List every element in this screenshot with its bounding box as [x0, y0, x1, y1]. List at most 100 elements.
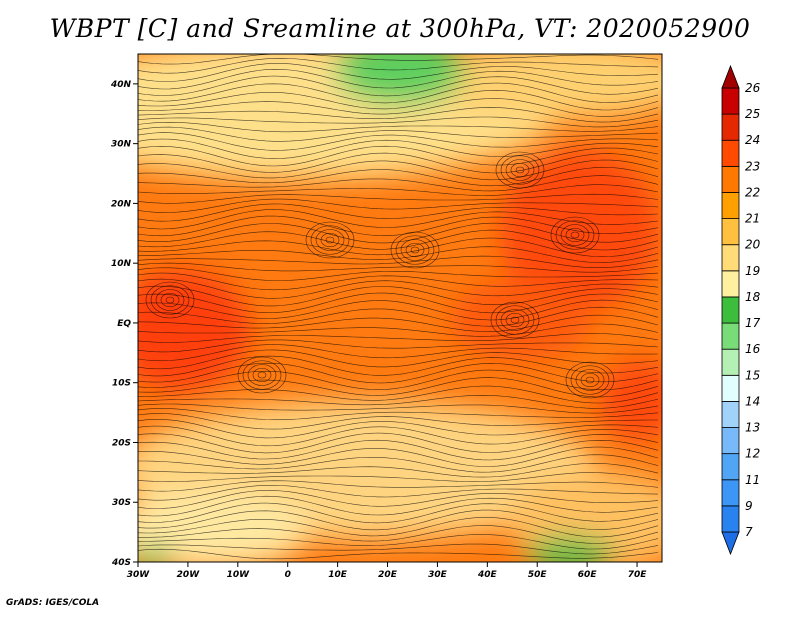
vortex-ring [575, 369, 605, 391]
streamline [138, 198, 659, 213]
field-north-east-mild [420, 54, 662, 120]
streamline [138, 159, 659, 181]
streamline [138, 369, 659, 391]
vortex-ring [252, 367, 272, 383]
streamline [138, 480, 659, 492]
streamline [138, 355, 659, 377]
lon-tick-label: 30W [127, 570, 151, 580]
colorbar: 7 9 11 12 13 14 15 16 17 18 19 20 21 22 23 24 25 26 [721, 64, 761, 556]
streamline [138, 82, 659, 104]
vortex-ring [155, 289, 185, 311]
vortex-ring [390, 231, 440, 269]
colorbar-label: 7 [745, 525, 753, 539]
lon-tick-label: 20W [177, 570, 201, 580]
vortex-ring [410, 246, 420, 254]
colorbar-label: 12 [745, 447, 760, 461]
vortex-ring [565, 361, 615, 399]
vortex-ring [550, 216, 600, 254]
colorbar-segment [721, 113, 740, 141]
vortex-ring [405, 242, 425, 258]
colorbar-segment [721, 453, 740, 481]
field-south-east-mild [510, 470, 662, 562]
streamline [138, 138, 659, 159]
streamline [138, 75, 659, 97]
vortex-ring [305, 221, 355, 259]
field-cold-patch-north [335, 54, 465, 105]
streamline [138, 203, 659, 222]
streamline [138, 63, 659, 82]
streamline [138, 54, 659, 65]
vortex-ring [490, 301, 540, 339]
streamline [138, 98, 659, 117]
vortex-ring [160, 292, 180, 308]
vortex-ring [515, 166, 525, 174]
streamline [138, 121, 659, 133]
colorbar-label: 13 [745, 421, 760, 435]
streamline [138, 408, 659, 420]
vortex-ring [495, 151, 545, 189]
latitude-axis: 40S 30S 20S 10S EQ 10N 20N 30N 40N [110, 80, 138, 568]
vortex-ring [500, 309, 530, 331]
colorbar-label: 14 [745, 394, 760, 408]
streamline [138, 306, 659, 327]
streamline [138, 472, 659, 482]
streamline [138, 285, 659, 307]
lat-tick-label: 20S [112, 438, 131, 448]
streamlines [138, 54, 659, 560]
streamline [138, 490, 659, 509]
colorbar-label: 20 [745, 238, 761, 252]
field-cold-patch-southwest [138, 550, 175, 562]
lon-tick-label: 40E [477, 570, 498, 580]
streamline [138, 299, 659, 321]
vortex-ring [555, 220, 595, 250]
colorbar-segment [721, 296, 740, 324]
colorbar-label: 9 [745, 499, 753, 513]
streamline [138, 167, 659, 187]
lon-tick-label: 20E [378, 570, 398, 580]
colorbar-label: 15 [745, 368, 760, 382]
vortex-ring [325, 236, 335, 244]
streamline [138, 145, 659, 167]
streamline [138, 462, 659, 478]
temperature-field [138, 54, 662, 562]
streamline [138, 193, 659, 204]
streamline [138, 385, 659, 404]
longitude-axis: 30W 20W 10W 0 10E 20E 30E 40E 50E 60E 70E [127, 562, 647, 580]
colorbar-segment [721, 192, 740, 219]
streamline [138, 439, 659, 461]
vortex-ring [310, 225, 350, 255]
streamline [138, 425, 659, 447]
streamline [138, 495, 659, 517]
streamline [138, 278, 659, 299]
colorbar-segment [721, 348, 740, 376]
lat-tick-label: 40S [111, 558, 131, 568]
credit-label: GrADS: IGES/COLA [6, 598, 100, 608]
vortex-ring [315, 229, 345, 251]
streamline [138, 184, 659, 196]
colorbar-segment [721, 270, 740, 298]
colorbar-label: 26 [745, 81, 761, 95]
lon-tick-label: 70E [628, 570, 648, 580]
streamline [138, 272, 659, 291]
streamline [138, 175, 659, 192]
streamline [138, 509, 659, 531]
vortex-ring [580, 372, 600, 388]
colorbar-segment [721, 139, 740, 167]
field-cold-patch-south [525, 537, 615, 562]
colorbar-label: 18 [745, 290, 761, 304]
lat-tick-label: 10N [111, 259, 132, 269]
streamline [138, 267, 659, 281]
vortex-ring [570, 231, 580, 239]
vortex-ring [505, 159, 535, 181]
vortex-ring [510, 162, 530, 178]
colorbar-segment [721, 505, 740, 533]
vortex-ring [505, 312, 525, 328]
lon-tick-label: 0 [285, 570, 291, 580]
streamline [138, 454, 659, 473]
streamline [138, 126, 659, 142]
vortex-ring [395, 235, 435, 265]
streamline [138, 152, 659, 174]
vortex-ring [560, 224, 590, 246]
vortex-ring [165, 296, 175, 304]
